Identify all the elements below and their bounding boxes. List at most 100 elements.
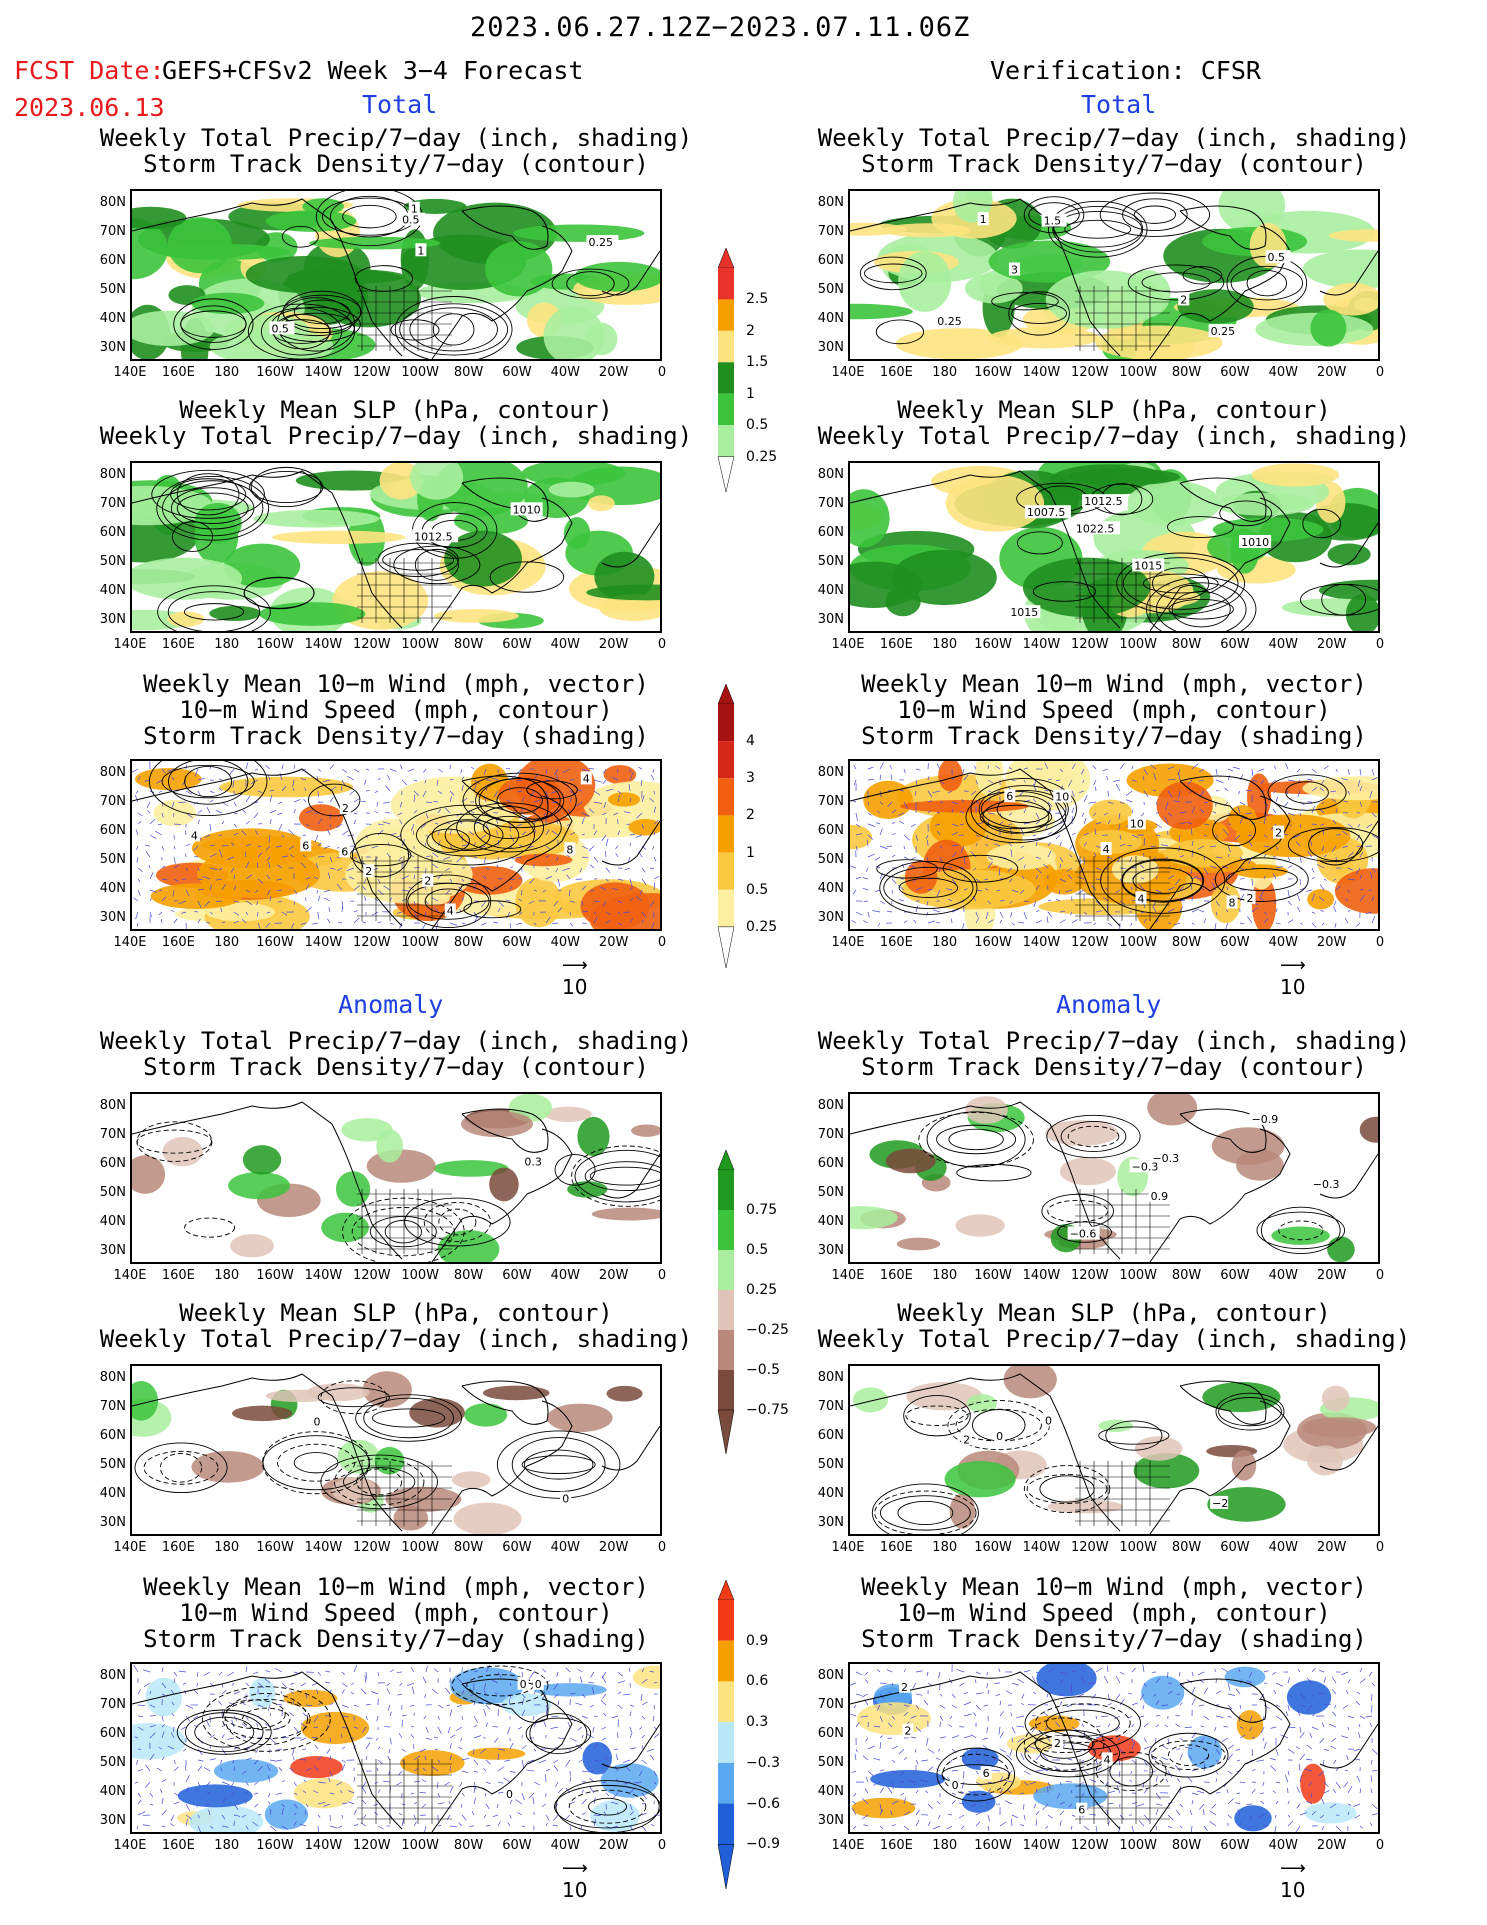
lat-tick-label: 50N [817,1457,844,1472]
lon-tick-label: 80W [1171,1838,1202,1853]
wind-vector [267,889,271,896]
wind-vector [998,1726,1001,1735]
lat-tick-label: 50N [99,852,126,867]
panel-title-line: 10−m Wind Speed (mph, contour) [897,696,1331,724]
wind-vector [1107,1802,1114,1805]
wind-vector [1138,1715,1145,1718]
wind-vector [975,843,978,847]
wind-vector [1283,833,1289,836]
wind-vector [375,1737,379,1741]
wind-vector [497,1671,502,1678]
lat-tick-label: 50N [817,554,844,569]
wind-vector [1215,1759,1220,1764]
contour-label-bg [400,212,426,226]
wind-vector [1167,1825,1173,1829]
wind-vector [1178,772,1181,781]
wind-vector [326,1748,331,1754]
wind-vector [1239,818,1243,825]
wind-vector [1258,1693,1265,1701]
wind-vector [1071,832,1076,836]
wind-vector [569,796,572,803]
wind-vector [899,820,905,825]
wind-vector [1167,875,1174,880]
wind-vector [1318,896,1325,902]
wind-vector [590,1770,595,1772]
wind-vector [1234,834,1241,841]
wind-vector [634,1781,643,1784]
shading-blob [300,1711,370,1745]
shading-blob [1251,463,1340,487]
wind-vector [1321,1722,1325,1728]
wind-vector [927,776,930,781]
wind-vector [275,1668,283,1673]
wind-vector [1319,787,1325,792]
wind-vector [365,790,370,792]
wind-vector [1214,922,1217,929]
wind-vector [1155,889,1162,894]
wind-vector [1059,1701,1063,1706]
lat-tick-label: 80N [99,765,126,780]
shading-blob [485,241,553,297]
wind-vector [374,810,379,814]
wind-vector [1203,801,1208,804]
wind-vector [1100,1715,1109,1717]
wind-vector [1065,889,1073,893]
wind-vector [647,1748,655,1752]
wind-vector [433,801,439,803]
contour-line [1122,557,1239,610]
wind-vector [951,1792,957,1796]
coastline [850,1101,1378,1262]
wind-vector [431,1688,439,1695]
coastline [850,198,1378,359]
wind-vector [517,1812,523,1816]
shading-blob [544,1106,592,1122]
contour-label-bg [188,828,200,842]
wind-vector [289,1712,295,1717]
wind-vector [1103,812,1109,816]
wind-vector [312,922,319,925]
wind-vector [1047,850,1052,858]
wind-vector [926,1737,929,1746]
wind-vector [1203,1687,1209,1695]
wind-vector [173,918,178,924]
wind-vector [915,1748,917,1753]
wind-vector [1369,790,1373,799]
colorbar-graphic [717,684,735,969]
wind-vector [1164,817,1169,825]
wind-vector [516,779,523,782]
wind-vector [1191,840,1194,847]
contour-label-bg [1041,213,1067,227]
lon-tick-label: 180 [214,935,240,950]
wind-vector [556,774,559,781]
wind-vector [1093,922,1097,926]
shading-blob [945,474,1045,532]
wind-vector [1347,1679,1351,1684]
wind-vector [1370,1775,1373,1783]
contour-line [1026,1474,1108,1504]
wind-vector [641,1715,646,1720]
wind-vector [516,922,523,925]
wind-vector [951,809,954,814]
lon-tick-label: 60W [1220,1268,1250,1283]
wind-vector [1186,821,1193,825]
wind-vector [852,889,857,895]
colorbar-label: 0.6 [746,1673,769,1690]
wind-vector [209,867,218,871]
wind-vector [1107,1703,1112,1706]
wind-vector [461,1792,465,1797]
contour-label-bg [522,1154,548,1168]
lon-tick-label: 140W [1022,1540,1061,1555]
shading-blob [1003,1366,1057,1399]
wind-vector [209,1758,216,1761]
wind-vector [1071,807,1075,814]
wind-vector [1059,1810,1065,1816]
lat-tick-label: 40N [99,1784,126,1799]
wind-vector [545,1768,551,1772]
wind-vector [879,1787,885,1794]
contour-label-bg [311,1414,323,1428]
contour-label: 6 [1078,1804,1085,1817]
wind-vector [194,768,199,777]
wind-vector [209,844,216,847]
wind-vector [269,789,274,792]
